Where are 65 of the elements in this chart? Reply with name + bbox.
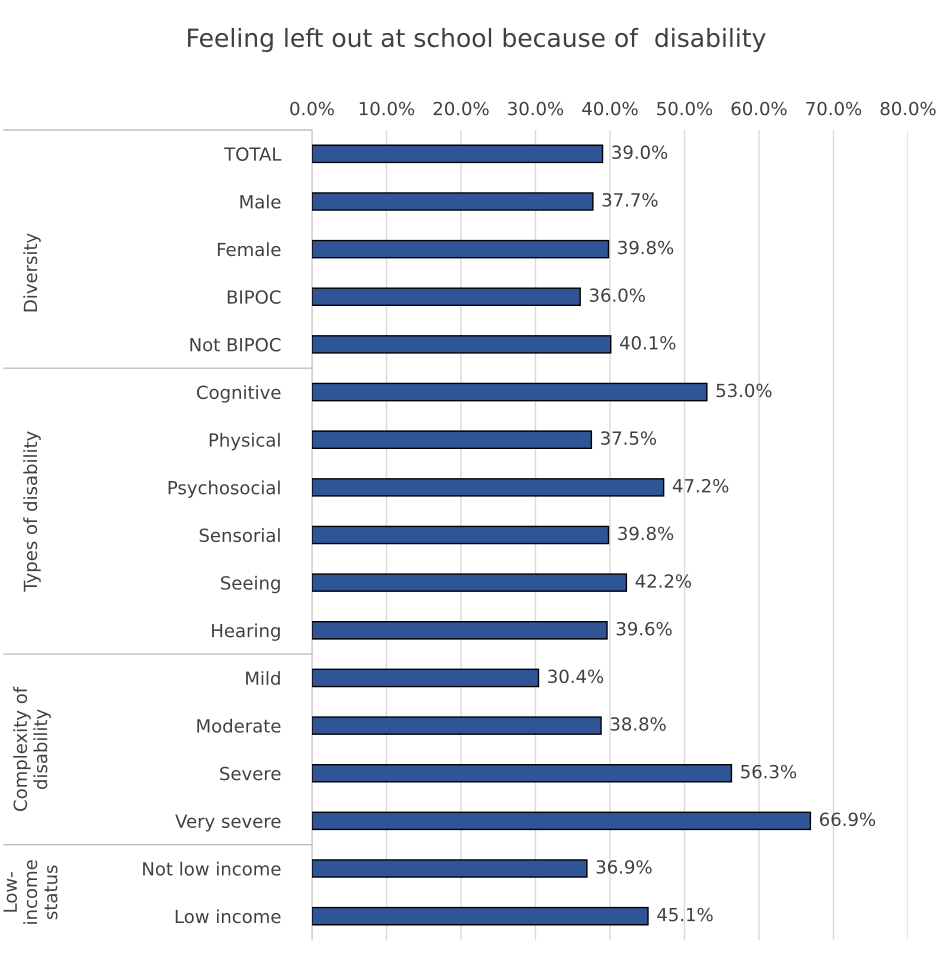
data-label: 42.2% — [636, 574, 692, 588]
y-tick-label: TOTAL — [224, 147, 282, 161]
data-label: 45.1% — [657, 908, 713, 922]
data-label: 40.1% — [620, 336, 676, 350]
data-label: 39.0% — [612, 145, 668, 160]
y-tick-label: Female — [218, 242, 280, 256]
bar — [312, 144, 604, 164]
bar — [312, 526, 610, 544]
bar — [312, 287, 581, 306]
x-tick-label: 0.0% — [290, 102, 334, 116]
data-label: 47.2% — [672, 478, 728, 493]
y-tick-label: Not low income — [143, 862, 280, 876]
bar — [312, 859, 588, 878]
bar — [312, 335, 612, 354]
y-tick-label: Low income — [176, 909, 280, 924]
data-label: 36.0% — [590, 288, 645, 302]
data-label: 39.8% — [618, 240, 674, 254]
y-tick-label: Physical — [210, 432, 280, 450]
data-label: 39.6% — [616, 622, 672, 636]
chart-title: Feeling left out at school because of disability — [188, 28, 766, 52]
data-label: 37.7% — [602, 193, 658, 207]
bar — [312, 668, 540, 688]
bar — [312, 573, 628, 592]
x-tick-label: 20.0% — [434, 102, 489, 116]
bar — [312, 764, 732, 783]
y-tick-label: Cognitive — [196, 385, 280, 403]
bar — [312, 621, 608, 640]
bar — [312, 430, 592, 449]
bar — [312, 478, 664, 497]
bar — [312, 382, 708, 402]
data-label: 66.9% — [820, 812, 876, 826]
data-label: 38.8% — [610, 717, 666, 731]
y-tick-label: Hearing — [212, 623, 280, 641]
data-label: 39.8% — [618, 526, 674, 540]
y-tick-label: Male — [240, 194, 280, 209]
y-tick-label: Not BIPOC — [190, 338, 280, 352]
bar — [312, 240, 610, 258]
text: Types of disability — [23, 431, 41, 592]
text: Low- income status — [4, 860, 58, 924]
y-tick-label: Severe — [220, 766, 280, 780]
data-label: 53.0% — [716, 384, 772, 398]
y-tick-label: Psychosocial — [168, 480, 280, 498]
bar — [312, 192, 594, 211]
x-tick-label: 60.0% — [732, 102, 787, 116]
bar — [312, 906, 649, 926]
y-tick-label: Sensorial — [200, 528, 280, 542]
text: Complexity of disability — [13, 686, 51, 811]
data-label: 56.3% — [741, 764, 796, 778]
y-tick-label: Moderate — [197, 718, 280, 733]
bar — [312, 812, 812, 830]
x-tick-label: 10.0% — [360, 102, 414, 116]
x-tick-label: 40.0% — [582, 102, 638, 116]
y-tick-label: Very severe — [175, 814, 280, 832]
x-tick-label: 50.0% — [657, 102, 712, 116]
y-tick-label: BIPOC — [228, 290, 280, 304]
text: Diversity — [23, 233, 41, 312]
data-label: 37.5% — [601, 431, 656, 445]
y-tick-label: Mild — [246, 671, 280, 686]
bar — [312, 716, 602, 735]
x-tick-label: 80.0% — [880, 102, 936, 116]
x-tick-label: 70.0% — [806, 102, 862, 116]
data-label: 36.9% — [596, 860, 652, 874]
data-label: 30.4% — [548, 670, 604, 684]
x-tick-label: 30.0% — [508, 102, 564, 116]
y-tick-label: Seeing — [221, 576, 280, 594]
